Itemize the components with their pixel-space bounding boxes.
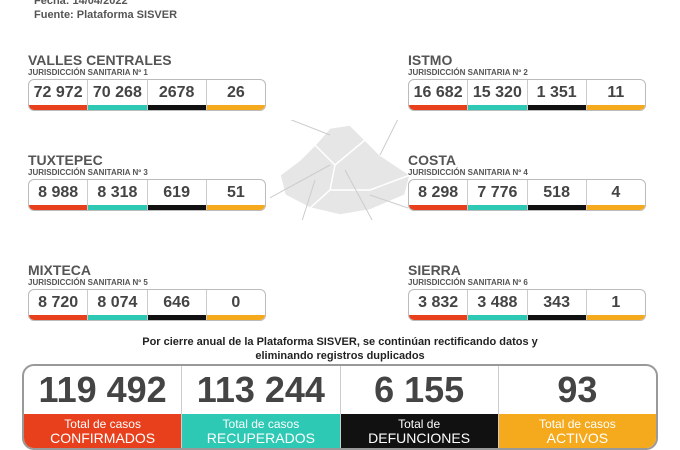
region-title: MIXTECA bbox=[28, 262, 91, 278]
total-value: 119 492 bbox=[38, 369, 167, 410]
stat-active: 0 bbox=[206, 290, 265, 320]
stat-confirmed: 16 682 bbox=[409, 80, 469, 110]
total-label-line1: Total de casos bbox=[539, 417, 616, 431]
total-label: Total de casos CONFIRMADOS bbox=[24, 414, 182, 448]
total-value: 113 244 bbox=[196, 369, 325, 410]
stat-confirmed: 72 972 bbox=[29, 80, 89, 110]
region-subtitle: JURISDICCIÓN SANITARIA Nº 3 bbox=[28, 168, 148, 177]
stat-deaths: 646 bbox=[147, 290, 207, 320]
region-costa: COSTA JURISDICCIÓN SANITARIA Nº 4 8 298 7 7… bbox=[408, 153, 646, 211]
stat-deaths: 619 bbox=[147, 180, 207, 210]
stat-confirmed: 8 988 bbox=[29, 180, 89, 210]
region-stats: 8 720 8 074 646 0 bbox=[28, 289, 266, 321]
region-stats: 8 988 8 318 619 51 bbox=[28, 179, 266, 211]
region-title: SIERRA bbox=[408, 262, 461, 278]
notice-line-2: eliminando registros duplicados bbox=[255, 350, 425, 362]
region-subtitle: JURISDICCIÓN SANITARIA Nº 2 bbox=[408, 68, 528, 77]
stat-deaths: 1 351 bbox=[527, 80, 587, 110]
total-label: Total de casos RECUPERADOS bbox=[182, 414, 340, 448]
total-label: Total de casos ACTIVOS bbox=[498, 414, 656, 448]
region-title: ISTMO bbox=[408, 52, 453, 68]
region-sierra: SIERRA JURISDICCIÓN SANITARIA Nº 6 3 832 3 … bbox=[408, 263, 646, 321]
region-mixteca: MIXTECA JURISDICCIÓN SANITARIA Nº 5 8 720 8… bbox=[28, 263, 266, 321]
stat-active: 11 bbox=[586, 80, 645, 110]
region-stats: 3 832 3 488 343 1 bbox=[408, 289, 646, 321]
total-label-line2: ACTIVOS bbox=[546, 430, 609, 446]
source: Fuente: Plataforma SISVER bbox=[34, 9, 178, 21]
stat-confirmed: 8 298 bbox=[409, 180, 469, 210]
total-active: 93 Total de casos ACTIVOS bbox=[498, 366, 656, 448]
region-stats: 16 682 15 320 1 351 11 bbox=[408, 79, 646, 111]
region-stats: 8 298 7 776 518 4 bbox=[408, 179, 646, 211]
region-subtitle: JURISDICCIÓN SANITARIA Nº 4 bbox=[408, 168, 528, 177]
total-label-line2: DEFUNCIONES bbox=[368, 430, 471, 446]
date: Fecha: 14/04/2022 bbox=[34, 0, 128, 7]
region-title: VALLES CENTRALES bbox=[28, 52, 172, 68]
oaxaca-map bbox=[270, 120, 411, 220]
total-label: Total de DEFUNCIONES bbox=[340, 414, 498, 448]
stat-recovered: 70 268 bbox=[88, 80, 148, 110]
total-label-line1: Total de bbox=[398, 417, 441, 431]
stat-deaths: 343 bbox=[527, 290, 587, 320]
region-subtitle: JURISDICCIÓN SANITARIA Nº 1 bbox=[28, 68, 148, 77]
region-tuxtepec: TUXTEPEC JURISDICCIÓN SANITARIA Nº 3 8 988… bbox=[28, 153, 266, 211]
stat-active: 1 bbox=[586, 290, 645, 320]
totals-panel: 119 492 Total de casos CONFIRMADOS 113 244 T… bbox=[22, 364, 658, 450]
notice: Por cierre anual de la Plataforma SISVER… bbox=[0, 335, 680, 363]
stat-recovered: 8 318 bbox=[88, 180, 148, 210]
total-recovered: 113 244 Total de casos RECUPERADOS bbox=[182, 366, 341, 448]
stat-recovered: 7 776 bbox=[468, 180, 528, 210]
stat-recovered: 8 074 bbox=[88, 290, 148, 320]
total-label-line2: RECUPERADOS bbox=[206, 430, 315, 446]
stat-active: 26 bbox=[206, 80, 265, 110]
stat-deaths: 2678 bbox=[147, 80, 207, 110]
total-label-line1: Total de casos bbox=[64, 417, 141, 431]
region-subtitle: JURISDICCIÓN SANITARIA Nº 5 bbox=[28, 278, 148, 287]
stat-active: 4 bbox=[586, 180, 645, 210]
total-label-line1: Total de casos bbox=[222, 417, 300, 431]
region-title: COSTA bbox=[408, 152, 456, 168]
total-label-line2: CONFIRMADOS bbox=[50, 430, 156, 446]
header: Fecha: 14/04/2022 Fuente: Plataforma SIS… bbox=[34, 0, 177, 22]
stat-confirmed: 8 720 bbox=[29, 290, 89, 320]
total-deaths: 6 155 Total de DEFUNCIONES bbox=[340, 366, 499, 448]
total-value: 6 155 bbox=[374, 369, 465, 410]
region-valles-centrales: VALLES CENTRALES JURISDICCIÓN SANITARIA N… bbox=[28, 53, 266, 111]
stat-recovered: 3 488 bbox=[468, 290, 528, 320]
region-istmo: ISTMO JURISDICCIÓN SANITARIA Nº 2 16 682 15… bbox=[408, 53, 646, 111]
region-stats: 72 972 70 268 2678 26 bbox=[28, 79, 266, 111]
stat-recovered: 15 320 bbox=[468, 80, 528, 110]
notice-line-1: Por cierre anual de la Plataforma SISVER… bbox=[142, 336, 538, 348]
region-subtitle: JURISDICCIÓN SANITARIA Nº 6 bbox=[408, 278, 528, 287]
region-title: TUXTEPEC bbox=[28, 152, 103, 168]
stat-deaths: 518 bbox=[527, 180, 587, 210]
total-value: 93 bbox=[557, 369, 598, 410]
stat-active: 51 bbox=[206, 180, 265, 210]
stat-confirmed: 3 832 bbox=[409, 290, 469, 320]
total-confirmed: 119 492 Total de casos CONFIRMADOS bbox=[24, 366, 183, 448]
